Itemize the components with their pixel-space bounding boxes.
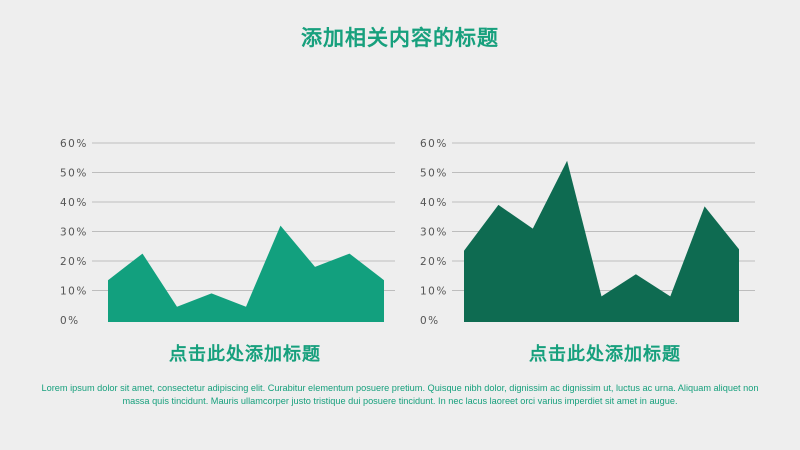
left-y-tick-label: 30% [60,227,88,239]
right-chart-caption: 点击此处添加标题 [529,344,681,365]
right-y-tick-label: 20% [420,256,448,268]
left-y-tick-label: 50% [60,168,88,180]
left-y-tick-label: 20% [60,256,88,268]
right-y-tick-label: 30% [420,227,448,239]
left-y-tick-label: 40% [60,197,88,209]
right-y-tick-label: 60% [420,138,448,150]
right-y-tick-label: 40% [420,197,448,209]
right-y-tick-label: 10% [420,286,448,298]
right-area-series [464,160,739,322]
right-y-tick-label: 50% [420,168,448,180]
body-text: Lorem ipsum dolor sit amet, consectetur … [41,383,759,406]
page-title: 添加相关内容的标题 [301,26,499,50]
left-y-tick-label: 10% [60,286,88,298]
left-y-tick-label: 0% [60,315,80,327]
left-area-series [108,225,384,322]
left-y-tick-label: 60% [60,138,88,150]
right-y-tick-label: 0% [420,315,440,327]
left-chart-caption: 点击此处添加标题 [169,344,321,365]
